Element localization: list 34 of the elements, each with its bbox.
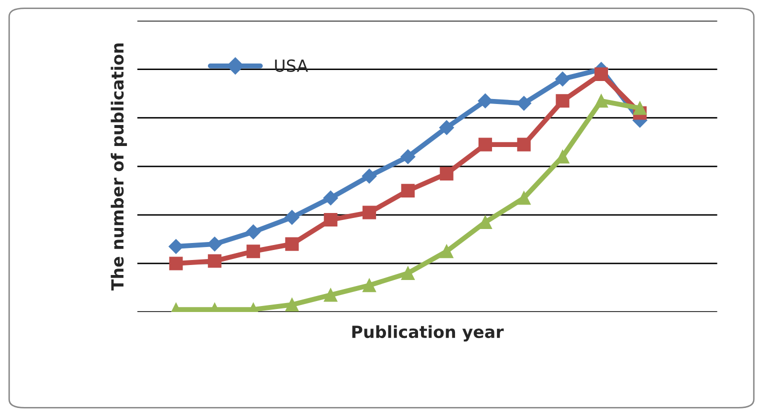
point (401, 184, 415, 198)
y-axis-title: The number of publication (110, 43, 127, 291)
point (516, 96, 532, 111)
point (362, 206, 376, 220)
point (362, 278, 376, 292)
point (594, 67, 608, 81)
point (478, 93, 493, 108)
x-axis-title: Publication year (352, 325, 504, 342)
point (323, 190, 338, 206)
point (400, 149, 416, 164)
point (246, 224, 261, 240)
point (168, 239, 184, 254)
point (556, 94, 570, 108)
point (478, 138, 492, 152)
point (246, 244, 260, 258)
point (208, 254, 222, 268)
point (324, 213, 338, 227)
point (517, 138, 531, 152)
point (401, 266, 415, 280)
point (439, 120, 454, 135)
point (284, 210, 300, 225)
point (440, 166, 454, 180)
point (207, 236, 222, 252)
point (555, 72, 570, 86)
point (633, 101, 647, 115)
point (478, 215, 492, 229)
point (169, 256, 183, 270)
point (285, 298, 299, 312)
point (440, 244, 454, 258)
point (362, 168, 377, 184)
point (324, 288, 338, 302)
point (594, 94, 608, 108)
point (517, 191, 531, 205)
point (285, 237, 299, 251)
